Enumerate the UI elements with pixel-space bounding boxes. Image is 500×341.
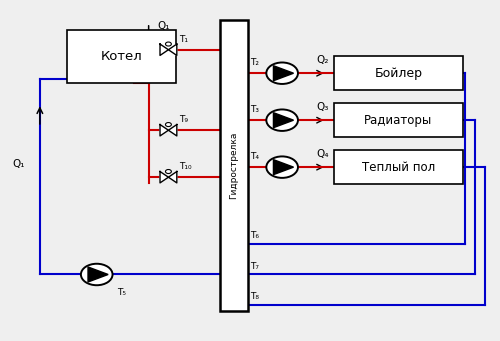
Circle shape xyxy=(266,157,298,178)
Polygon shape xyxy=(274,113,293,128)
Text: Q₁: Q₁ xyxy=(13,159,26,169)
Text: Бойлер: Бойлер xyxy=(374,67,422,80)
Polygon shape xyxy=(168,44,177,56)
Polygon shape xyxy=(160,124,168,136)
Circle shape xyxy=(166,42,172,46)
Polygon shape xyxy=(274,160,293,175)
Text: T₅: T₅ xyxy=(118,288,126,297)
Polygon shape xyxy=(168,124,177,136)
Text: T₃: T₃ xyxy=(250,105,259,114)
Polygon shape xyxy=(88,267,108,282)
Text: Q₁: Q₁ xyxy=(158,21,170,31)
Circle shape xyxy=(166,169,172,174)
Text: T₈: T₈ xyxy=(250,292,259,301)
Text: Теплый пол: Теплый пол xyxy=(362,161,435,174)
Text: Q₂: Q₂ xyxy=(317,56,329,65)
Text: T₇: T₇ xyxy=(250,262,259,271)
Text: T₄: T₄ xyxy=(250,152,259,161)
Text: Q₄: Q₄ xyxy=(317,149,329,159)
Text: T₆: T₆ xyxy=(250,232,259,240)
Bar xyxy=(67,30,176,83)
Bar xyxy=(334,150,462,184)
Text: T₉: T₉ xyxy=(180,115,188,124)
Polygon shape xyxy=(168,172,177,183)
Circle shape xyxy=(166,122,172,127)
Bar xyxy=(220,19,248,311)
Polygon shape xyxy=(274,66,293,81)
Circle shape xyxy=(266,62,298,84)
Text: Q₃: Q₃ xyxy=(317,102,329,113)
Text: Гидрострелка: Гидрострелка xyxy=(230,132,238,199)
Text: T₁₀: T₁₀ xyxy=(180,162,192,171)
Text: Радиаторы: Радиаторы xyxy=(364,114,432,127)
Text: T₁: T₁ xyxy=(180,34,188,44)
Text: T₂: T₂ xyxy=(250,58,259,67)
Text: Котел: Котел xyxy=(100,50,142,63)
Bar xyxy=(334,57,462,90)
Bar xyxy=(334,103,462,137)
Circle shape xyxy=(81,264,112,285)
Polygon shape xyxy=(160,172,168,183)
Circle shape xyxy=(266,109,298,131)
Polygon shape xyxy=(160,44,168,56)
